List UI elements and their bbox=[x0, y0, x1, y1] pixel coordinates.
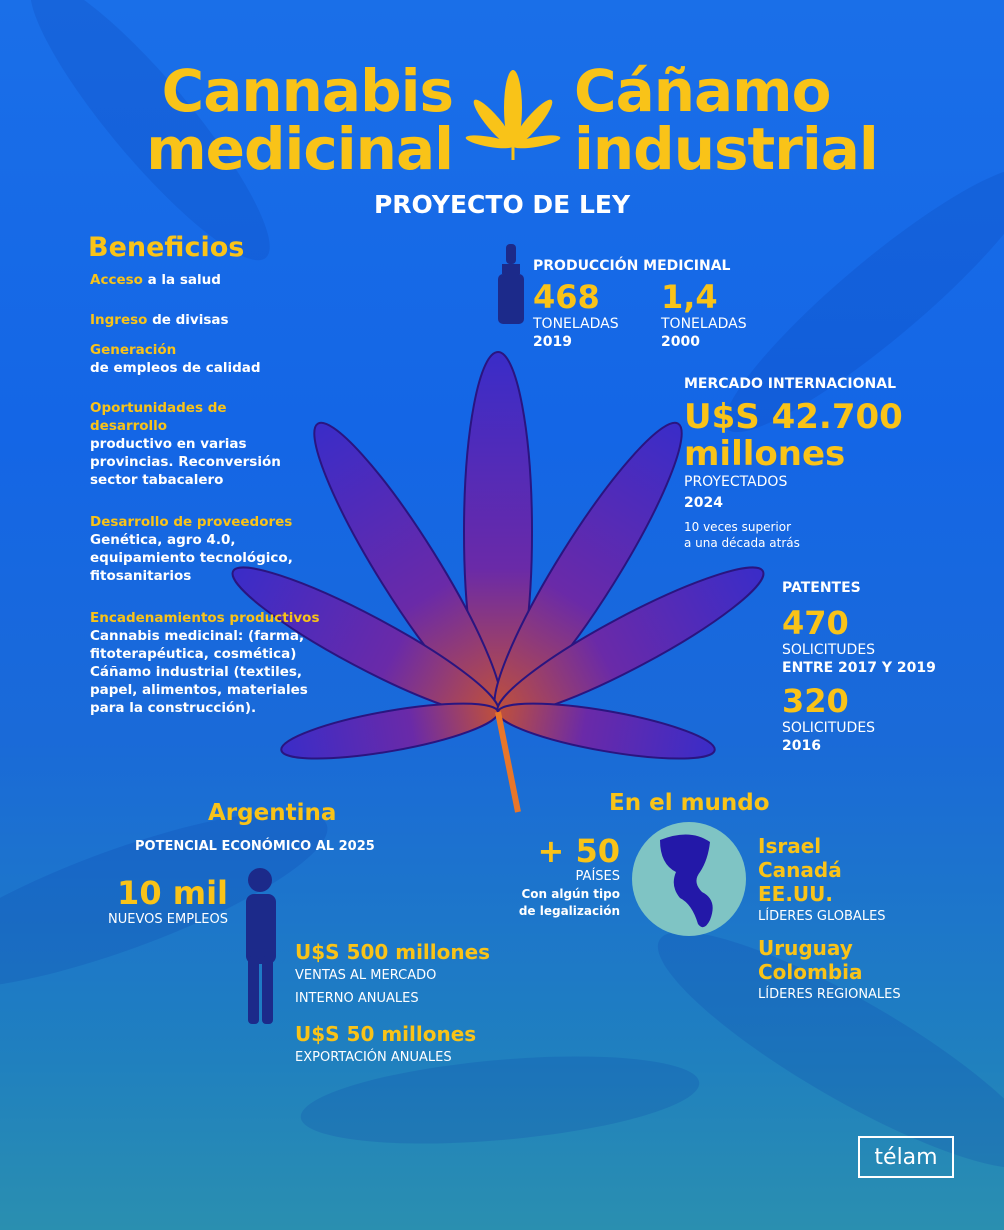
leader-country: Uruguay bbox=[758, 936, 853, 960]
argentina-sales: U$S 500 millones VENTAS AL MERCADO INTER… bbox=[295, 940, 490, 1010]
stat-value: 1,4 bbox=[661, 278, 718, 316]
person-silhouette-icon bbox=[246, 868, 276, 1024]
leader-country: EE.UU. bbox=[758, 882, 833, 906]
beneficio-highlight: Encadenamientos productivos bbox=[90, 610, 320, 626]
beneficios-list: Acceso a la salud Ingreso de divisas Gen… bbox=[90, 271, 340, 717]
produccion-heading: PRODUCCIÓN MEDICINAL bbox=[533, 258, 731, 274]
argentina-heading: Argentina bbox=[208, 800, 337, 826]
countries-label: PAÍSES bbox=[575, 869, 620, 884]
countries-note: de legalización bbox=[518, 904, 620, 918]
stat-value: 470 bbox=[782, 604, 849, 642]
sales-value: U$S 500 millones bbox=[295, 940, 491, 964]
beneficio-text: a la salud bbox=[142, 272, 221, 288]
export-label: EXPORTACIÓN ANUALES bbox=[295, 1050, 452, 1065]
stat-year: 2000 bbox=[661, 334, 700, 350]
stat-period: 2016 bbox=[782, 738, 821, 754]
subtitle: PROYECTO DE LEY bbox=[373, 190, 631, 219]
patentes-heading: PATENTES bbox=[782, 580, 861, 596]
leader-country: Canadá bbox=[758, 858, 842, 882]
countries-note: Con algún tipo bbox=[521, 887, 620, 901]
mercado-year: 2024 bbox=[684, 495, 723, 511]
leader-country: Colombia bbox=[758, 960, 863, 984]
countries-value: + 50 bbox=[537, 832, 620, 870]
title-left: Cannabis medicinal bbox=[118, 57, 454, 183]
beneficio-encadenamientos: Encadenamientos productivos Cannabis medi… bbox=[90, 609, 340, 717]
stat-period: ENTRE 2017 Y 2019 bbox=[782, 660, 936, 676]
title-right-line1: Cáñamo bbox=[574, 57, 831, 125]
export-value: U$S 50 millones bbox=[295, 1022, 477, 1046]
stat-value: 320 bbox=[782, 682, 849, 720]
beneficio-text: Genética, agro 4.0, equipamiento tecnoló… bbox=[90, 532, 293, 584]
stat-unit: SOLICITUDES bbox=[782, 642, 876, 658]
global-label: LÍDERES GLOBALES bbox=[758, 909, 886, 924]
stat-unit: SOLICITUDES bbox=[782, 720, 876, 736]
stat-unit: TONELADAS bbox=[533, 316, 619, 332]
sales-label: VENTAS AL MERCADO bbox=[295, 968, 437, 983]
sales-label: INTERNO ANUALES bbox=[295, 991, 419, 1006]
central-cannabis-leaf bbox=[231, 351, 765, 813]
mercado-heading: MERCADO INTERNACIONAL bbox=[684, 376, 897, 392]
stat-year: 2019 bbox=[533, 334, 572, 350]
mundo-leaders: Israel Canadá EE.UU. LÍDERES GLOBALES Ur… bbox=[758, 834, 901, 1006]
beneficio-text: Cannabis medicinal: (farma, fitoterapéut… bbox=[90, 628, 308, 716]
beneficio-text: de empleos de calidad bbox=[90, 360, 261, 376]
mercado-unit: PROYECTADOS bbox=[684, 474, 788, 490]
leader-country: Israel bbox=[758, 834, 822, 858]
telam-logo: télam bbox=[858, 1136, 954, 1178]
patentes-section: PATENTES 470 SOLICITUDES ENTRE 2017 Y 20… bbox=[782, 580, 936, 754]
beneficio-highlight: Ingreso bbox=[90, 312, 148, 328]
beneficio-ingreso: Ingreso de divisas bbox=[90, 311, 340, 329]
produccion-stat-2019: 468 TONELADAS 2019 bbox=[533, 280, 619, 350]
mercado-value: U$S 42.700 bbox=[684, 397, 903, 437]
beneficio-highlight: Generación bbox=[90, 342, 177, 358]
logo-text: télam bbox=[874, 1144, 938, 1170]
beneficio-text: productivo en varias provincias. Reconve… bbox=[90, 436, 281, 488]
jobs-value: 10 mil bbox=[117, 874, 228, 912]
beneficios-heading: Beneficios bbox=[88, 232, 245, 263]
beneficio-acceso: Acceso a la salud bbox=[90, 271, 340, 289]
beneficio-highlight: Acceso bbox=[90, 272, 143, 288]
mundo-heading: En el mundo bbox=[609, 790, 770, 816]
title-right: Cáñamo industrial bbox=[574, 57, 879, 183]
produccion-stat-2000: 1,4 TONELADAS 2000 bbox=[661, 280, 747, 350]
regional-label: LÍDERES REGIONALES bbox=[758, 987, 901, 1002]
mercado-note: a una década atrás bbox=[684, 536, 800, 550]
beneficio-oportunidades: Oportunidades de desarrollo productivo en… bbox=[90, 399, 295, 489]
jobs-label: NUEVOS EMPLEOS bbox=[108, 912, 228, 927]
argentina-subheading: POTENCIAL ECONÓMICO AL 2025 bbox=[135, 839, 375, 854]
beneficio-text: de divisas bbox=[147, 312, 229, 328]
dropper-bottle-icon bbox=[498, 244, 524, 324]
beneficio-proveedores: Desarrollo de proveedores Genética, agro … bbox=[90, 513, 340, 585]
stat-unit: TONELADAS bbox=[661, 316, 747, 332]
mercado-value-unit: millones bbox=[684, 434, 846, 474]
cannabis-leaf-icon bbox=[465, 70, 561, 160]
globe-icon bbox=[632, 822, 746, 936]
stat-value: 468 bbox=[533, 278, 600, 316]
mercado-section: MERCADO INTERNACIONAL U$S 42.700 millone… bbox=[684, 376, 903, 551]
beneficio-generacion: Generación de empleos de calidad bbox=[90, 341, 340, 377]
argentina-export: U$S 50 millones EXPORTACIÓN ANUALES bbox=[295, 1022, 476, 1069]
title-left-line2: medicinal bbox=[146, 115, 454, 183]
title-left-line1: Cannabis bbox=[161, 57, 454, 125]
beneficio-highlight: Oportunidades de desarrollo bbox=[90, 400, 227, 434]
mundo-countries: + 50 PAÍSES Con algún tipo de legalizaci… bbox=[490, 834, 620, 920]
argentina-jobs: 10 mil NUEVOS EMPLEOS bbox=[80, 876, 228, 930]
mercado-note: 10 veces superior bbox=[684, 520, 792, 534]
beneficio-highlight: Desarrollo de proveedores bbox=[90, 514, 293, 530]
title-right-line2: industrial bbox=[574, 115, 879, 183]
